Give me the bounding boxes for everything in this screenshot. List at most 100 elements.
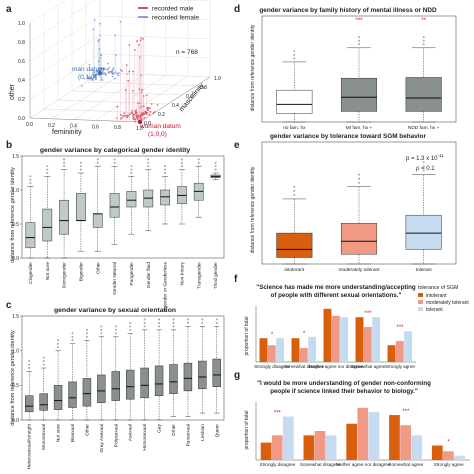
outlier xyxy=(158,322,160,324)
y-tick-label: 0.4 xyxy=(172,103,179,109)
outlier xyxy=(293,185,296,188)
scatter-point xyxy=(125,64,128,66)
category-label: Other xyxy=(84,424,90,436)
scatter-point xyxy=(138,88,141,91)
outlier xyxy=(181,158,183,161)
outlier xyxy=(114,332,117,335)
outlier xyxy=(358,36,360,39)
woman-datum-label: woman datum xyxy=(139,123,181,130)
man-datum-coords: (0,1,0) xyxy=(78,74,97,81)
x-tick-label: 1.0 xyxy=(136,126,143,132)
scatter-point xyxy=(156,104,159,106)
bar xyxy=(314,431,326,460)
category-label: Lesbian xyxy=(200,424,206,441)
outlier xyxy=(80,168,82,171)
scatter-point xyxy=(148,113,151,116)
category-label: Gender fluid xyxy=(146,262,152,288)
outlier xyxy=(197,161,200,164)
category-label: Bigender xyxy=(78,262,84,282)
axis-line xyxy=(139,76,211,123)
panel-letter-f: f xyxy=(234,274,238,285)
scatter-point xyxy=(87,75,90,78)
scatter-point xyxy=(135,114,137,117)
scatter-point xyxy=(95,73,97,76)
category-label: no fam. hx xyxy=(283,125,306,131)
outlier xyxy=(172,325,175,328)
box xyxy=(24,395,34,412)
z-tick-label: 1.0 xyxy=(18,21,25,27)
x-tick-label: 0.4 xyxy=(70,124,77,130)
bar xyxy=(372,317,381,362)
outlier xyxy=(114,328,117,331)
outlier xyxy=(100,328,103,331)
panel-c-ylabel: distance from reference gender identity xyxy=(10,330,16,426)
outlier xyxy=(214,165,217,168)
significance-stars: ** xyxy=(421,18,426,24)
panel-e-plot: intolerant moderately tolerant tolerant xyxy=(261,141,457,273)
outlier xyxy=(86,332,88,335)
scatter-point xyxy=(131,109,133,112)
scatter-point xyxy=(98,38,100,41)
scatter-point xyxy=(136,40,138,42)
panel-f-legend: tolerance of SGM intolerant moderately t… xyxy=(418,285,469,313)
panel-letter-a: a xyxy=(6,4,12,15)
legend-female-label: recorded female xyxy=(152,15,199,22)
man-datum-label: man datum xyxy=(72,66,105,73)
outlier xyxy=(358,173,360,176)
scatter-point xyxy=(101,70,104,73)
bar xyxy=(282,416,294,460)
bar xyxy=(260,442,272,460)
scatter-point xyxy=(97,40,100,42)
category-label: Monosexual xyxy=(41,424,47,450)
z-tick-label: 0.6 xyxy=(18,59,25,65)
panel-b-plot: 0.0 0.5 1.0 1.5 Cisgender Not sure Demigender B… xyxy=(12,154,225,312)
wall-grid-line xyxy=(29,34,101,81)
scatter-point xyxy=(121,116,124,119)
scatter-point xyxy=(107,62,109,65)
scatter-point xyxy=(111,75,114,78)
plot-frame xyxy=(21,155,225,259)
category-label: Other xyxy=(95,262,101,274)
panel-b-title: gender variance by categorical gender id… xyxy=(40,147,191,154)
legend-swatch-tolerant xyxy=(418,307,423,311)
outlier xyxy=(28,360,31,362)
scatter-point xyxy=(149,107,151,110)
scatter-point xyxy=(98,67,101,70)
scatter-point xyxy=(116,72,118,75)
box xyxy=(183,362,193,392)
outlier xyxy=(187,322,189,324)
floor-grid-line xyxy=(71,90,183,96)
floor-grid-line xyxy=(117,75,189,122)
box xyxy=(97,374,106,403)
scatter-point xyxy=(133,49,136,51)
bar xyxy=(303,435,315,460)
outlier xyxy=(422,39,425,42)
panel-d-title: gender variance by family history of men… xyxy=(259,7,437,14)
scatter-point xyxy=(127,79,130,82)
floor-grid-line xyxy=(57,99,169,105)
category-label: Strongly agree xyxy=(385,364,415,369)
scatter-point xyxy=(98,48,101,50)
category-label: Somewhat disagree xyxy=(284,364,325,369)
outlier xyxy=(130,165,133,168)
wall-grid-line xyxy=(29,72,101,119)
scatter-point xyxy=(111,72,114,75)
scatter-point xyxy=(92,77,95,79)
scatter-point xyxy=(128,70,131,73)
scatter-point xyxy=(131,89,134,92)
wall-grid-line xyxy=(29,15,101,62)
legend-swatch-intolerant xyxy=(418,293,423,297)
scatter-point xyxy=(128,44,131,46)
y-tick-label: 0.0 xyxy=(144,121,151,127)
panel-f-plot: * Strongly disagree * Somewhat disagreeNeit… xyxy=(254,306,416,369)
outlier xyxy=(129,328,132,331)
outlier xyxy=(86,328,88,331)
outlier xyxy=(86,335,88,338)
bar xyxy=(271,435,283,460)
box xyxy=(276,89,313,114)
box xyxy=(140,367,149,399)
outlier xyxy=(143,318,146,321)
z-tick-label: 0.2 xyxy=(18,97,25,103)
category-label: tolerant xyxy=(416,267,433,273)
category-label: Bisexual xyxy=(70,424,76,442)
